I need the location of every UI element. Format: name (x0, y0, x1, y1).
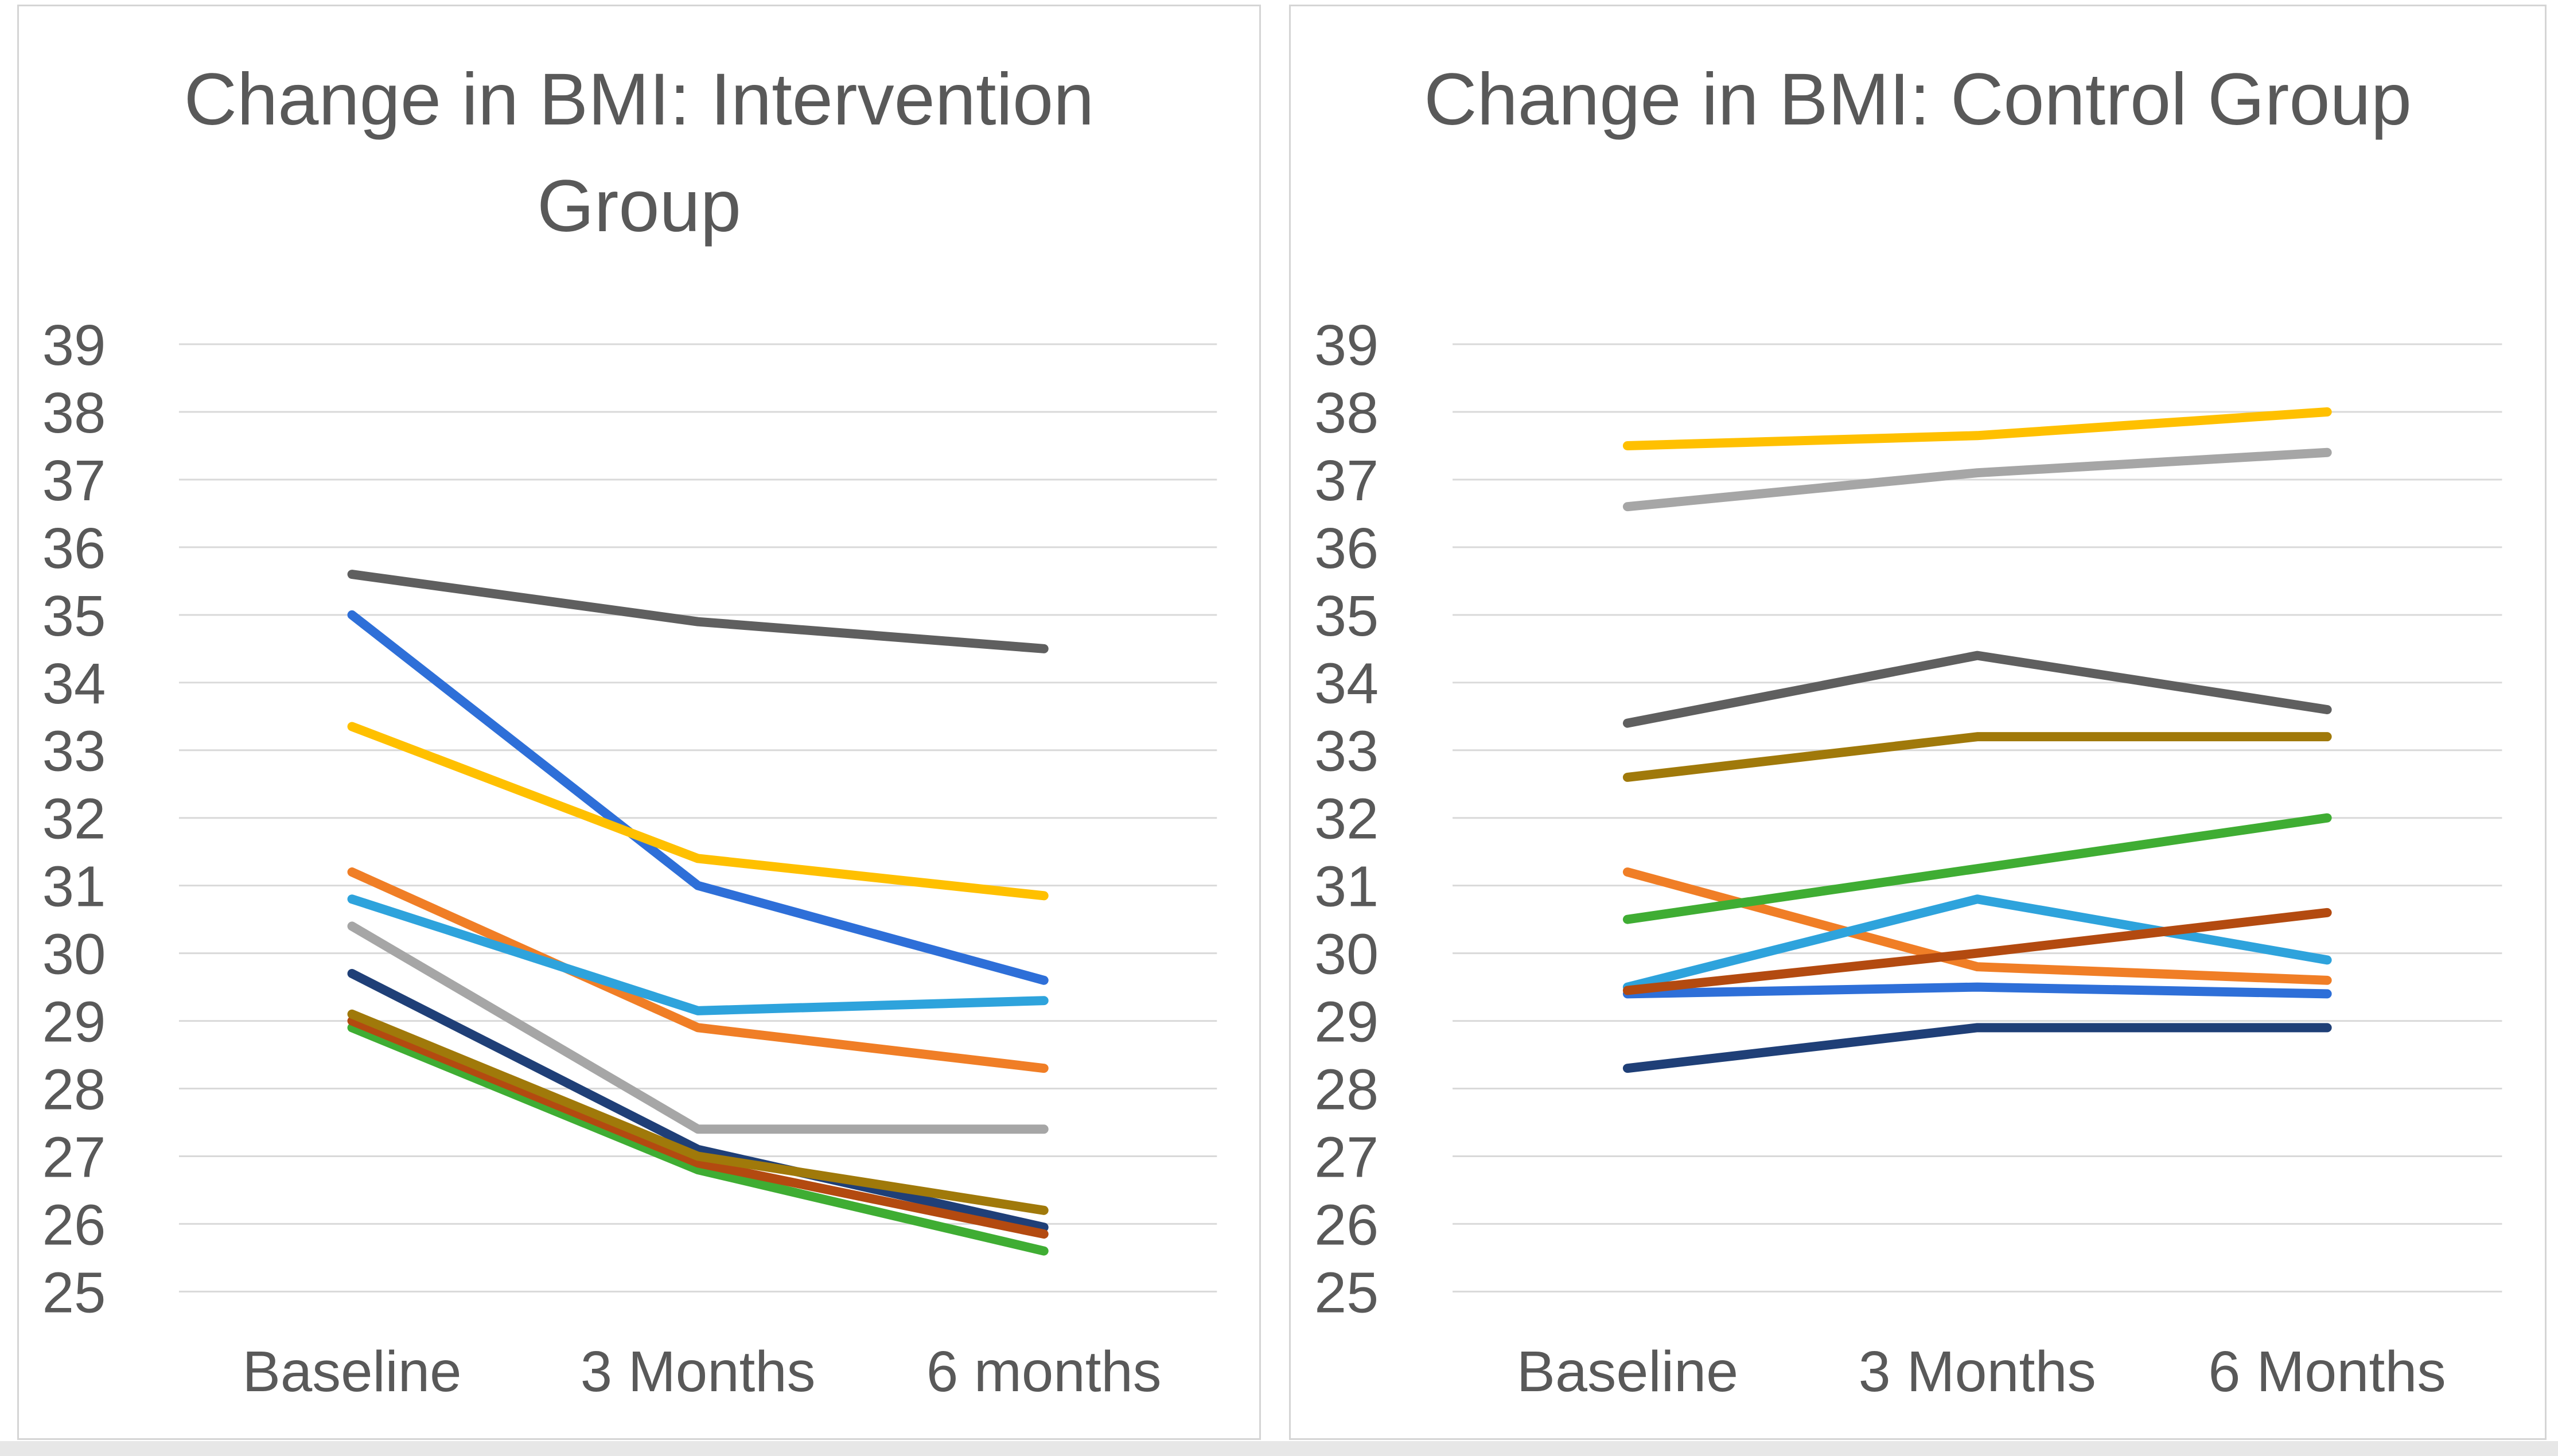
y-axis-tick-label: 37 (42, 449, 106, 513)
y-axis-tick-label: 28 (42, 1058, 106, 1122)
y-axis-tick-label: 30 (1314, 922, 1379, 986)
series-line-light-blue (1622, 894, 2332, 992)
series-line-dark-gold (1622, 732, 2332, 782)
y-axis-tick-label: 37 (1314, 449, 1379, 512)
y-axis-tick-label: 31 (42, 855, 106, 919)
series-line-dark-gray (347, 570, 1049, 653)
y-axis-tick-label: 26 (1314, 1193, 1379, 1257)
y-axis-tick-label: 38 (42, 381, 106, 445)
y-axis-tick-label: 29 (1314, 990, 1379, 1054)
intervention-chart-title: Change in BMI: Intervention Group (184, 59, 1095, 247)
y-axis-tick-label: 39 (42, 314, 106, 377)
y-axis-tick-label: 25 (1314, 1261, 1379, 1325)
series-line-gold (347, 722, 1049, 901)
series-line-blue (347, 610, 1049, 985)
y-axis-tick-label: 36 (42, 517, 106, 581)
series-line-blue (1622, 982, 2332, 999)
y-axis-tick-label: 26 (42, 1193, 106, 1257)
series-line-dark-gray (1622, 651, 2332, 728)
x-axis-category-label: 3 Months (581, 1340, 816, 1404)
series-line-gray (1622, 447, 2332, 512)
y-axis-tick-label: 25 (42, 1261, 106, 1325)
series-line-light-blue (347, 894, 1049, 1015)
y-axis-tick-label: 38 (1314, 381, 1379, 445)
control-chart-panel: Change in BMI: Control Group 39 38 37 36 35 3… (1289, 5, 2547, 1440)
y-axis-tick-label: 32 (42, 788, 106, 851)
x-axis-category-label: Baseline (1517, 1340, 1738, 1404)
x-axis-category-label: Baseline (242, 1340, 461, 1404)
y-axis-tick-label: 35 (1314, 584, 1379, 648)
y-axis-tick-label: 33 (1314, 719, 1379, 783)
y-axis-tick-label: 33 (42, 720, 106, 784)
control-chart-title: Change in BMI: Control Group (1424, 59, 2412, 141)
y-axis-tick-label: 35 (42, 585, 106, 648)
y-axis-tick-label: 34 (1314, 652, 1379, 715)
series-line-dark-orange (1622, 908, 2332, 995)
intervention-chart-panel: Change in BMI: Intervention Group 39 38 37… (17, 5, 1261, 1440)
series-line-dark-blue (1622, 1023, 2332, 1073)
y-axis-tick-label: 32 (1314, 787, 1379, 851)
y-axis-tick-label: 34 (42, 652, 106, 716)
y-axis-tick-label: 31 (1314, 855, 1379, 918)
bottom-bar (0, 1441, 2558, 1456)
y-axis-tick-label: 30 (42, 922, 106, 986)
y-axis-tick-label: 27 (1314, 1126, 1379, 1189)
y-axis-tick-label: 29 (42, 990, 106, 1054)
x-axis-category-label: 3 Months (1859, 1340, 2096, 1404)
x-axis-category-label: 6 months (926, 1340, 1162, 1404)
y-axis-tick-label: 39 (1314, 313, 1379, 377)
series-line-orange (347, 867, 1049, 1073)
series-line-green (1622, 813, 2332, 924)
y-axis-tick-label: 36 (1314, 516, 1379, 580)
series-line-dark-blue (347, 969, 1049, 1232)
x-axis-category-label: 6 Months (2208, 1340, 2446, 1404)
series-line-gold (1622, 407, 2332, 450)
series-line-dark-orange (347, 1016, 1049, 1239)
y-axis-tick-label: 28 (1314, 1058, 1379, 1122)
y-axis-tick-label: 27 (42, 1126, 106, 1189)
series-line-green (347, 1023, 1049, 1256)
series-line-dark-gold (347, 1009, 1049, 1215)
series-line-gray (347, 921, 1049, 1134)
